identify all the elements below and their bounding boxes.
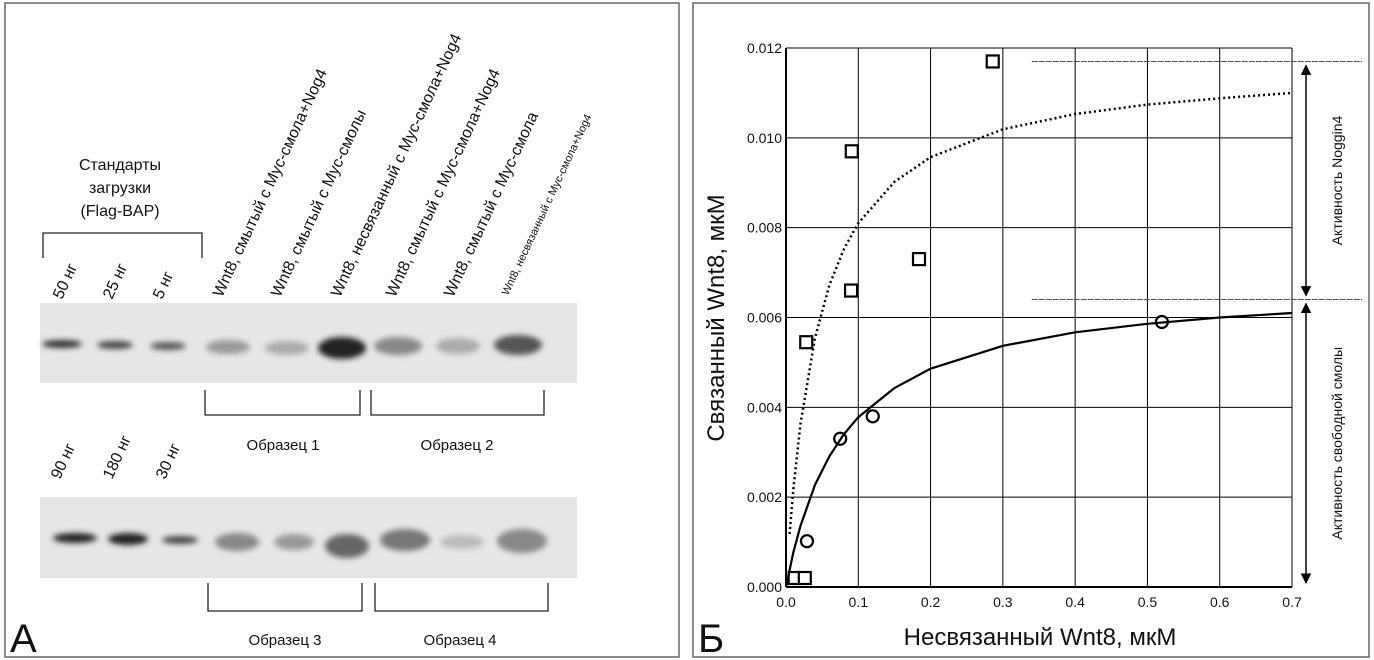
x-tick-label: 0.3 [993,594,1013,610]
annotation: Активность свободной смолы [1329,347,1345,540]
y-tick-label: 0.010 [747,130,782,146]
annotation: Активность Noggin4 [1329,116,1345,246]
standards-label: загрузки [89,180,151,197]
sample-label: Образец 2 [421,437,494,454]
sample-label: Образец 3 [249,632,322,649]
y-tick-label: 0.012 [747,40,782,56]
x-tick-label: 0.0 [776,594,796,610]
point [800,336,812,348]
y-tick-label: 0.008 [747,220,782,236]
y-tick-label: 0.006 [747,310,782,326]
y-tick-label: 0.004 [747,399,782,415]
point [801,535,813,547]
point [913,253,925,265]
y-tick-label: 0.002 [747,489,782,505]
standards-label: Стандарты [79,157,161,174]
point [845,285,857,297]
figure: Стандарты загрузки (Flag-BAP) 50 нг 25 н… [0,0,1374,660]
x-tick-label: 0.7 [1282,594,1302,610]
x-tick-label: 0.1 [849,594,869,610]
panel-label: Б [698,617,724,660]
x-axis-title: Несвязанный Wnt8, мкМ [904,624,1177,651]
x-tick-label: 0.6 [1210,594,1230,610]
point [867,410,879,422]
panel-label: А [10,617,37,660]
standards-label: (Flag-BAP) [80,203,159,220]
point [846,145,858,157]
sample-label: Образец 1 [247,437,320,454]
point [799,572,811,584]
panel-b-frame [693,3,1369,657]
y-tick-label: 0.000 [747,579,782,595]
x-tick-label: 0.4 [1065,594,1085,610]
x-tick-label: 0.2 [921,594,941,610]
x-tick-label: 0.5 [1138,594,1158,610]
point [987,55,999,67]
y-axis-title: Связанный Wnt8, мкМ [703,194,730,441]
sample-label: Образец 4 [424,632,497,649]
